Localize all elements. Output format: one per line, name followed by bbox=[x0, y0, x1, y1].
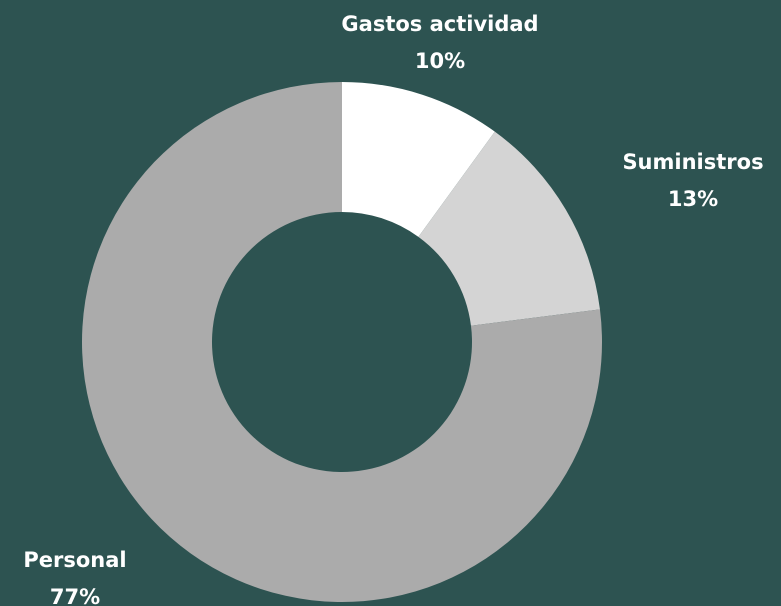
slice-value-label: 13% bbox=[668, 187, 718, 211]
donut-slice bbox=[342, 82, 495, 237]
slice-label: Suministros bbox=[622, 150, 763, 174]
slice-value-label: 77% bbox=[50, 585, 100, 606]
slice-label: Personal bbox=[23, 548, 126, 572]
slice-label: Gastos actividad bbox=[341, 12, 538, 36]
donut-slice bbox=[81, 82, 602, 602]
donut-slice bbox=[418, 131, 600, 326]
slice-value-label: 10% bbox=[415, 49, 465, 73]
